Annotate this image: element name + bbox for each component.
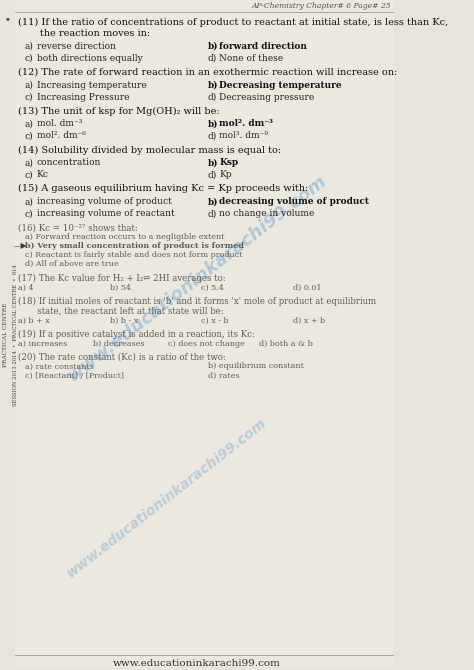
Text: SESSION 2013-2014  •  PRACTICAL CENTRE  •  014: SESSION 2013-2014 • PRACTICAL CENTRE • 0…: [13, 264, 18, 406]
Text: b): b): [208, 197, 219, 206]
Text: (14) Solubility divided by molecular mass is equal to:: (14) Solubility divided by molecular mas…: [18, 145, 282, 155]
Text: PRACTICAL CENTRE: PRACTICAL CENTRE: [3, 303, 8, 367]
Text: a): a): [25, 42, 34, 51]
Text: Decreasing pressure: Decreasing pressure: [219, 92, 315, 102]
Text: •: •: [4, 15, 10, 24]
Text: b): b): [208, 80, 219, 90]
Text: d): d): [208, 131, 217, 141]
Text: c): c): [25, 92, 34, 102]
Text: d) 0.01: d) 0.01: [292, 284, 321, 292]
Text: a): a): [25, 197, 34, 206]
Text: b): b): [208, 158, 219, 168]
Text: (20) The rate constant (Kc) is a ratio of the two:: (20) The rate constant (Kc) is a ratio o…: [18, 352, 226, 362]
Text: www.educationinkarachi99.com: www.educationinkarachi99.com: [113, 659, 281, 668]
Text: (15) A gaseous equilibrium having Kc = Kp proceeds with:: (15) A gaseous equilibrium having Kc = K…: [18, 184, 309, 194]
Text: b): b): [208, 119, 219, 129]
Text: d): d): [208, 54, 217, 63]
Text: a) b + x: a) b + x: [18, 317, 50, 325]
Text: (16) Kc = 10⁻²⁷ shows that:: (16) Kc = 10⁻²⁷ shows that:: [18, 223, 138, 232]
Text: b) 54: b) 54: [110, 284, 131, 292]
Text: mol³. dm⁻⁹: mol³. dm⁻⁹: [219, 131, 268, 141]
Text: increasing volume of product: increasing volume of product: [36, 197, 172, 206]
Text: d) rates: d) rates: [208, 371, 239, 379]
Text: mol². dm⁻³: mol². dm⁻³: [219, 119, 273, 129]
Text: (11) If the ratio of concentrations of product to reactant at initial state, is : (11) If the ratio of concentrations of p…: [18, 18, 448, 27]
Text: decreasing volume of product: decreasing volume of product: [219, 197, 369, 206]
Text: www.educationinkarachi99.com: www.educationinkarachi99.com: [64, 415, 269, 580]
Text: a) rate constants: a) rate constants: [25, 362, 94, 371]
Text: Decreasing temperature: Decreasing temperature: [219, 80, 342, 90]
Text: c): c): [25, 209, 34, 218]
Text: mol². dm⁻⁶: mol². dm⁻⁶: [36, 131, 85, 141]
Text: a) 4: a) 4: [18, 284, 34, 292]
Text: forward direction: forward direction: [219, 42, 307, 51]
Text: (13) The unit of ksp for Mg(OH)₂ will be:: (13) The unit of ksp for Mg(OH)₂ will be…: [18, 107, 220, 116]
Text: b) decreases: b) decreases: [93, 340, 145, 348]
Text: c) [Reactant] / [Product]: c) [Reactant] / [Product]: [25, 371, 124, 379]
Text: Kp: Kp: [219, 170, 232, 180]
Text: (18) If initial moles of reactant is 'b' and it forms 'x' mole of product at equ: (18) If initial moles of reactant is 'b'…: [18, 297, 376, 306]
Text: d): d): [208, 92, 217, 102]
Text: a): a): [25, 119, 34, 129]
Text: Increasing Pressure: Increasing Pressure: [36, 92, 129, 102]
Text: (19) If a positive catalyst is added in a reaction, its Kc:: (19) If a positive catalyst is added in …: [18, 330, 255, 339]
Text: a) Forward reaction occurs to a negligible extent: a) Forward reaction occurs to a negligib…: [25, 233, 225, 241]
Text: c): c): [25, 54, 34, 63]
Text: c) does not change: c) does not change: [168, 340, 245, 348]
Text: c): c): [25, 131, 34, 141]
Text: Kc: Kc: [36, 170, 48, 180]
Text: b) b - x: b) b - x: [110, 317, 138, 325]
Text: increasing volume of reactant: increasing volume of reactant: [36, 209, 174, 218]
Text: concentration: concentration: [36, 158, 101, 168]
Text: AP-Chemistry Chapter# 6 Page# 25: AP-Chemistry Chapter# 6 Page# 25: [251, 2, 391, 10]
Text: b): b): [208, 42, 219, 51]
Text: c) 5.4: c) 5.4: [201, 284, 224, 292]
Text: no change in volume: no change in volume: [219, 209, 315, 218]
Text: Increasing temperature: Increasing temperature: [36, 80, 146, 90]
Text: b) Very small concentration of product is formed: b) Very small concentration of product i…: [25, 242, 244, 250]
Text: d): d): [208, 170, 217, 180]
Text: None of these: None of these: [219, 54, 283, 63]
Text: c) x - b: c) x - b: [201, 317, 229, 325]
Text: Ksp: Ksp: [219, 158, 238, 168]
Text: (12) The rate of forward reaction in an exothermic reaction will increase on:: (12) The rate of forward reaction in an …: [18, 68, 398, 76]
Text: —▶: —▶: [14, 242, 27, 250]
Text: c): c): [25, 170, 34, 180]
Text: b) equilibrium constant: b) equilibrium constant: [208, 362, 304, 371]
Text: d): d): [208, 209, 217, 218]
Text: d) All of above are true: d) All of above are true: [25, 260, 118, 268]
Text: (17) The Kc value for H₂ + I₂⇌ 2HI averages to:: (17) The Kc value for H₂ + I₂⇌ 2HI avera…: [18, 274, 226, 283]
Text: d) x + b: d) x + b: [292, 317, 325, 325]
Text: reverse direction: reverse direction: [36, 42, 116, 51]
Text: a) increases: a) increases: [18, 340, 67, 348]
Text: c) Reactant is fairly stable and does not form product: c) Reactant is fairly stable and does no…: [25, 251, 242, 259]
Text: a): a): [25, 158, 34, 168]
Text: a): a): [25, 80, 34, 90]
Text: d) both a & b: d) both a & b: [259, 340, 313, 348]
Text: mol. dm⁻³: mol. dm⁻³: [36, 119, 82, 129]
Text: state, the reactant left at that state will be:: state, the reactant left at that state w…: [18, 307, 224, 316]
Text: the reaction moves in:: the reaction moves in:: [18, 29, 150, 38]
Text: both directions equally: both directions equally: [36, 54, 142, 63]
Text: www.educationinkarachi99.com: www.educationinkarachi99.com: [64, 172, 330, 385]
